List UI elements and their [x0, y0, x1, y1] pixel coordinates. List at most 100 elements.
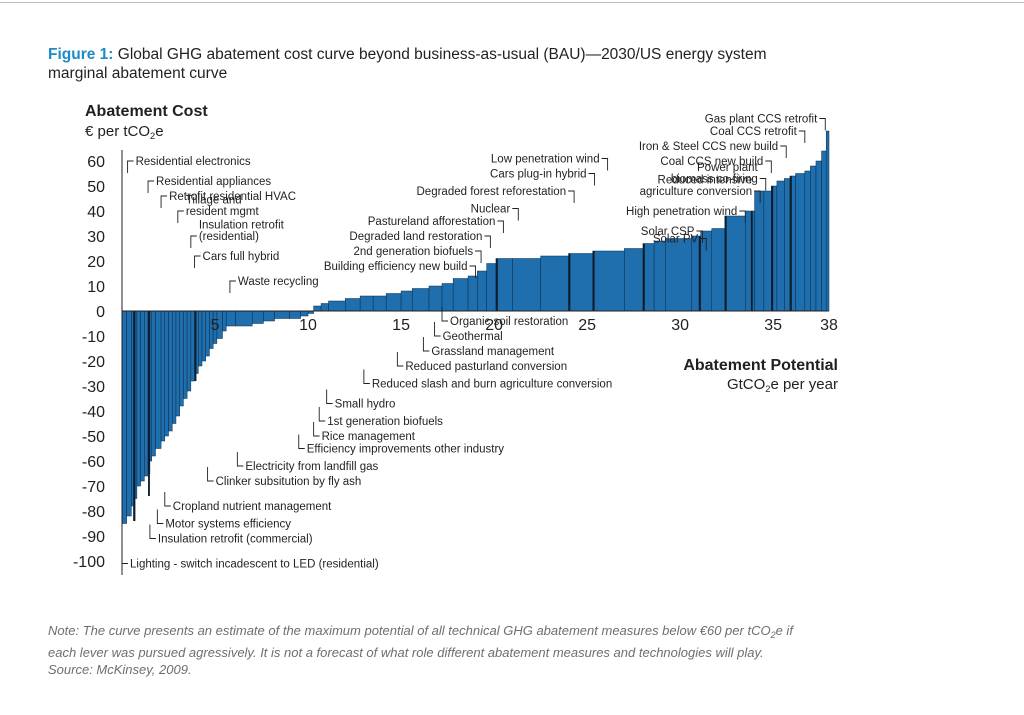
- y-tick-label: 0: [96, 304, 105, 321]
- abatement-bar-55: [592, 250, 625, 312]
- x-tick-label: 20: [485, 317, 503, 334]
- annotation-label: 2nd generation biofuels: [354, 246, 474, 258]
- annotation-label: Electricity from landfill gas: [245, 461, 378, 473]
- abatement-bar-9: [151, 310, 156, 457]
- annotation: Residential electronics: [127, 156, 251, 173]
- abatement-bar-30: [251, 310, 264, 324]
- annotation: Degraded land restoration: [349, 231, 491, 248]
- annotation: Insulation retrofit (commercial): [149, 524, 313, 546]
- annotation-label: Efficiency improvements other industry: [307, 444, 505, 456]
- annotation: Small hydro: [326, 389, 396, 411]
- chart-note: Note: The curve presents an estimate of …: [48, 622, 988, 678]
- y-tick-label: -20: [82, 354, 105, 371]
- abatement-bar-47: [452, 278, 469, 312]
- abatement-bar-31: [263, 310, 275, 322]
- x-axis-title: Abatement Potential: [683, 357, 838, 374]
- annotation-label: Lighting - switch incadescent to LED (re…: [130, 559, 379, 571]
- annotation-label: Cars full hybrid: [203, 251, 280, 263]
- annotation: Waste recycling: [229, 276, 319, 293]
- x-tick-label: 10: [299, 317, 317, 334]
- abatement-bar-59: [665, 238, 692, 312]
- annotation-leader: [484, 235, 491, 248]
- abatement-bar-52: [512, 258, 541, 312]
- abatement-bar-50: [486, 263, 497, 312]
- annotation-label: Power plant: [697, 162, 759, 174]
- y-tick-label: 10: [87, 279, 105, 296]
- abatement-bar-22: [201, 310, 206, 362]
- annotation-leader: [298, 434, 305, 449]
- abatement-bar-64: [745, 210, 755, 312]
- abatement-bar-0: [121, 310, 127, 524]
- abatement-bar-62: [711, 228, 726, 312]
- annotation-label: agriculture conversion: [640, 186, 753, 198]
- annotation-label: Degraded forest reforestation: [417, 186, 567, 198]
- x-tick-label: 15: [392, 317, 410, 334]
- abatement-bar-14: [171, 310, 177, 424]
- abatement-bar-1: [126, 310, 132, 517]
- annotation-label: Coal CCS retrofit: [710, 126, 798, 138]
- annotation: Motor systems efficiency: [156, 509, 291, 531]
- annotation-leader: [469, 265, 476, 278]
- abatement-bar-28: [225, 310, 236, 327]
- annotation: Reduced slash and burn agriculture conve…: [363, 369, 612, 391]
- annotation-leader: [363, 369, 370, 384]
- annotation-leader: [754, 190, 761, 203]
- annotation-label: Insulation retrofit (commercial): [158, 534, 313, 546]
- abatement-bar-48: [467, 275, 478, 312]
- abatement-bar-44: [411, 288, 430, 312]
- annotation: Pastureland afforestation: [368, 216, 504, 233]
- annotation: Retrofit residential HVAC: [160, 191, 296, 208]
- annotation-label: Reduced intensive: [658, 175, 753, 187]
- annotation: Grassland management: [422, 337, 555, 358]
- annotation: Geothermal: [434, 322, 503, 343]
- y-tick-label: 50: [87, 179, 105, 196]
- annotation-leader: [177, 210, 184, 223]
- abatement-bar-dark-2: [194, 311, 197, 381]
- x-tick-label: 35: [764, 317, 782, 334]
- annotation-label: Reduced slash and burn agriculture conve…: [372, 379, 612, 391]
- annotation-label: Retrofit residential HVAC: [169, 191, 296, 203]
- annotation: 1st generation biofuels: [318, 407, 443, 428]
- abatement-bar-37: [320, 303, 329, 312]
- abatement-bar-56: [624, 248, 644, 312]
- annotation: Reduced pasturland conversion: [396, 352, 567, 373]
- abatement-bar-dark-1: [148, 311, 150, 496]
- abatement-bar-38: [328, 300, 346, 312]
- abatement-bar-dark-5: [592, 251, 595, 311]
- annotation-label: Organic soil restoration: [450, 316, 568, 328]
- abatement-bar-dark-3: [495, 258, 498, 311]
- annotation-leader: [229, 280, 236, 293]
- annotation: Organic soil restoration: [441, 307, 568, 328]
- abatement-bar-58: [653, 240, 666, 312]
- annotation-label: Residential appliances: [156, 176, 271, 188]
- abatement-bar-46: [441, 283, 454, 312]
- abatement-bar-75: [821, 150, 827, 312]
- annotation-leader: [780, 145, 787, 158]
- annotation-label: Small hydro: [335, 399, 396, 411]
- annotation-label: (residential): [199, 231, 259, 243]
- annotation: Electricity from landfill gas: [236, 452, 379, 473]
- abatement-bar-23: [205, 310, 210, 357]
- annotation-label: Reduced pasturland conversion: [405, 361, 567, 373]
- annotation-leader: [739, 210, 746, 223]
- axes-group: 60 50 40 30 20 10 0 -10 -20 -30 -40 -50 -60 -70 -80 -90…: [73, 103, 838, 575]
- abatement-bar-dark-8: [724, 216, 727, 311]
- y-tick-label: -70: [82, 479, 105, 496]
- abatement-bar-13: [168, 310, 173, 432]
- abatement-bar-dark-6: [642, 243, 645, 311]
- annotation-label: Motor systems efficiency: [165, 519, 291, 531]
- annotation-leader: [696, 230, 703, 243]
- annotation-leader: [164, 492, 171, 507]
- annotation-label: Rice management: [322, 431, 416, 443]
- annotation: Rice management: [313, 422, 416, 443]
- abatement-bar-73: [810, 165, 817, 312]
- annotation-label: resident mgmt: [186, 206, 260, 218]
- annotation-leader: [190, 235, 197, 248]
- annotation-label: Low penetration wind: [491, 154, 600, 166]
- annotation-leader: [149, 524, 156, 539]
- annotation-leader: [601, 158, 609, 171]
- y-axis-title: Abatement Cost: [85, 103, 208, 120]
- annotation: Insulation retrofit(residential): [190, 220, 285, 248]
